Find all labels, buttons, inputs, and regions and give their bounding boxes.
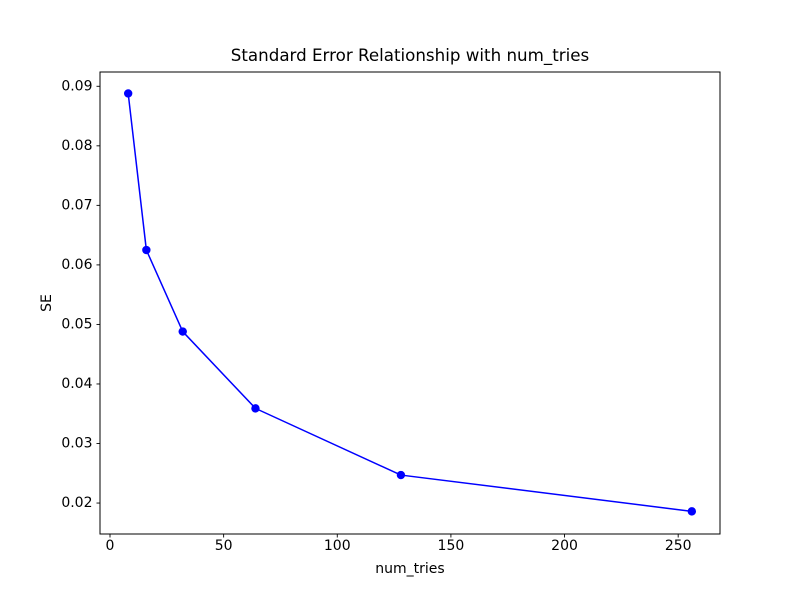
data-line <box>127 92 693 513</box>
y-tick-label: 0.06 <box>61 257 92 273</box>
data-point <box>142 245 151 255</box>
y-tick-label: 0.02 <box>61 495 92 511</box>
x-tick-label: 150 <box>438 538 465 554</box>
chart-title: Standard Error Relationship with num_tri… <box>230 45 590 65</box>
data-point <box>251 404 260 413</box>
y-tick-label: 0.08 <box>61 138 92 154</box>
y-tick-label: 0.05 <box>61 316 92 332</box>
y-tick-label: 0.07 <box>61 197 92 213</box>
axes-frame <box>99 71 721 535</box>
x-tick-label: 250 <box>665 538 692 554</box>
data-point <box>123 89 133 98</box>
x-tick-label: 0 <box>106 538 115 554</box>
x-tick-label: 100 <box>324 538 351 554</box>
x-tick-label: 200 <box>551 538 578 554</box>
y-tick-label: 0.09 <box>61 78 92 94</box>
x-axis-label: num_tries <box>375 561 445 577</box>
data-point <box>396 470 406 480</box>
y-tick-label: 0.03 <box>61 436 92 452</box>
x-tick-label: 50 <box>215 538 233 554</box>
data-point <box>687 507 697 516</box>
data-point <box>178 327 187 336</box>
y-tick-label: 0.04 <box>61 376 92 392</box>
